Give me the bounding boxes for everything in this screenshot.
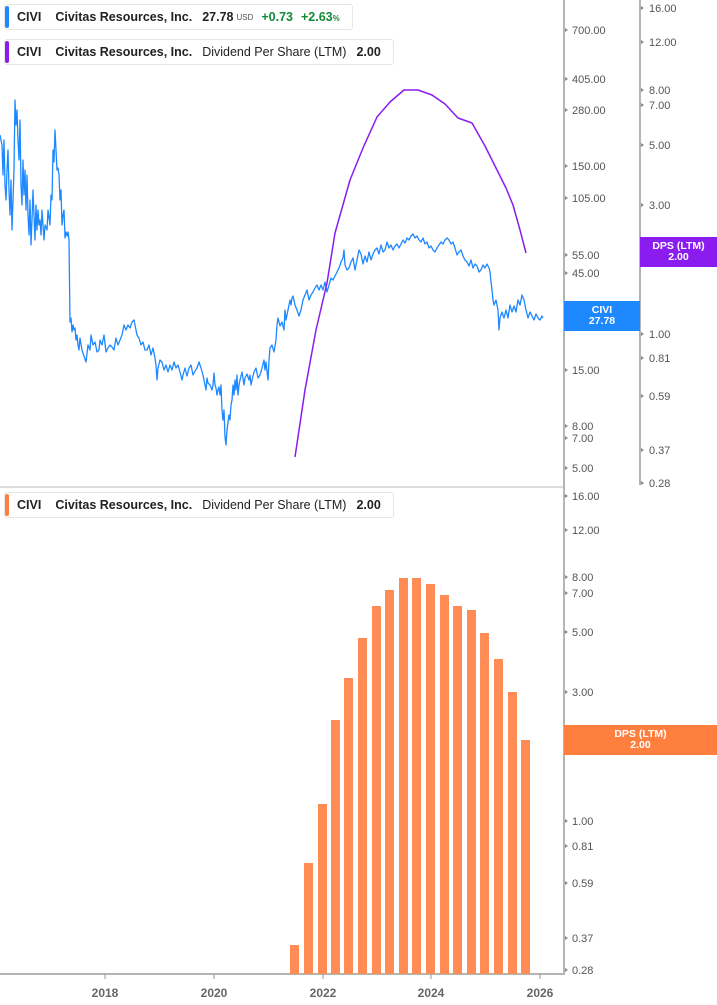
svg-text:405.00: 405.00: [572, 74, 606, 86]
svg-text:8.00: 8.00: [649, 85, 670, 97]
svg-text:3.00: 3.00: [649, 200, 670, 212]
price-tag-value: 27.78: [588, 315, 616, 327]
svg-text:5.00: 5.00: [572, 463, 593, 475]
svg-text:2022: 2022: [310, 986, 337, 1000]
svg-text:0.59: 0.59: [572, 878, 593, 890]
svg-text:2026: 2026: [527, 986, 554, 1000]
svg-text:0.37: 0.37: [572, 933, 593, 945]
dps-line[interactable]: [294, 89, 527, 458]
svg-text:2024: 2024: [418, 986, 445, 1000]
svg-text:5.00: 5.00: [649, 140, 670, 152]
legend-metric: Dividend Per Share (LTM): [202, 45, 347, 59]
svg-text:1.00: 1.00: [649, 329, 670, 341]
legend-price[interactable]: CIVI Civitas Resources, Inc. 27.78 USD +…: [4, 4, 353, 30]
svg-text:7.00: 7.00: [572, 588, 593, 600]
bar[interactable]: [372, 606, 381, 974]
svg-text:45.00: 45.00: [572, 268, 600, 280]
bar[interactable]: [494, 659, 503, 974]
bar[interactable]: [318, 804, 327, 974]
svg-text:3.00: 3.00: [572, 687, 593, 699]
bar[interactable]: [358, 638, 367, 974]
svg-text:16.00: 16.00: [649, 3, 677, 15]
svg-text:280.00: 280.00: [572, 105, 606, 117]
price-tag-label: CIVI: [591, 304, 613, 316]
svg-text:7.00: 7.00: [649, 100, 670, 112]
dps-tag-bottom: DPS (LTM) 2.00: [564, 725, 717, 755]
price-axis-ticks: 700.00 405.00 280.00 150.00 105.00 55.00…: [565, 25, 606, 475]
bar[interactable]: [467, 610, 476, 974]
svg-text:105.00: 105.00: [572, 193, 606, 205]
bottom-axis-ticks: 16.00 12.00 8.00 7.00 5.00 3.00 1.00 0.8…: [565, 491, 600, 977]
dps-tag-label: DPS (LTM): [652, 240, 705, 252]
svg-text:0.28: 0.28: [649, 478, 670, 490]
bar[interactable]: [521, 740, 530, 974]
bar[interactable]: [480, 633, 489, 974]
bar[interactable]: [412, 578, 421, 974]
svg-text:150.00: 150.00: [572, 161, 606, 173]
bar[interactable]: [453, 606, 462, 974]
svg-text:0.37: 0.37: [649, 445, 670, 457]
svg-text:8.00: 8.00: [572, 572, 593, 584]
legend-ticker: CIVI: [17, 45, 42, 59]
price-line[interactable]: [0, 99, 544, 446]
legend-ticker: CIVI: [17, 498, 42, 512]
legend-dps-bottom[interactable]: CIVI Civitas Resources, Inc. Dividend Pe…: [4, 492, 394, 518]
bar[interactable]: [290, 945, 299, 974]
bar[interactable]: [344, 678, 353, 974]
series-color-swatch: [5, 41, 9, 63]
legend-value: 2.00: [356, 45, 381, 59]
svg-text:0.81: 0.81: [572, 841, 593, 853]
series-color-swatch: [5, 494, 9, 516]
svg-text:2020: 2020: [201, 986, 228, 1000]
legend-dps-top[interactable]: CIVI Civitas Resources, Inc. Dividend Pe…: [4, 39, 394, 65]
legend-value: 2.00: [356, 498, 381, 512]
svg-text:55.00: 55.00: [572, 250, 600, 262]
bar[interactable]: [426, 584, 435, 974]
x-axis-ticks: 2018 2020 2022 2024 2026: [92, 974, 554, 1000]
bar[interactable]: [385, 590, 394, 974]
svg-text:700.00: 700.00: [572, 25, 606, 37]
bar[interactable]: [331, 720, 340, 974]
legend-change-pct: +2.63%: [301, 10, 340, 24]
svg-text:2018: 2018: [92, 986, 119, 1000]
bar[interactable]: [304, 863, 313, 974]
svg-text:12.00: 12.00: [649, 37, 677, 49]
legend-price-value: 27.78: [202, 10, 234, 24]
legend-currency: USD: [236, 12, 254, 22]
dps-tag-value: 2.00: [630, 739, 651, 751]
svg-text:0.28: 0.28: [572, 965, 593, 977]
legend-company: Civitas Resources, Inc.: [55, 10, 193, 24]
svg-text:1.00: 1.00: [572, 816, 593, 828]
bar[interactable]: [440, 595, 449, 974]
bar[interactable]: [399, 578, 408, 974]
svg-text:0.59: 0.59: [649, 391, 670, 403]
svg-text:5.00: 5.00: [572, 627, 593, 639]
bar[interactable]: [508, 692, 517, 974]
svg-text:12.00: 12.00: [572, 525, 600, 537]
svg-text:8.00: 8.00: [572, 421, 593, 433]
legend-ticker: CIVI: [17, 10, 42, 24]
legend-metric: Dividend Per Share (LTM): [202, 498, 347, 512]
svg-text:0.81: 0.81: [649, 353, 670, 365]
dps-bars[interactable]: [290, 578, 530, 974]
svg-text:16.00: 16.00: [572, 491, 600, 503]
svg-text:7.00: 7.00: [572, 433, 593, 445]
dps-tag-label: DPS (LTM): [614, 728, 667, 740]
svg-text:15.00: 15.00: [572, 365, 600, 377]
dps-tag-top: DPS (LTM) 2.00: [640, 237, 717, 267]
price-tag: CIVI 27.78: [564, 301, 640, 331]
series-color-swatch: [5, 6, 9, 28]
legend-company: Civitas Resources, Inc.: [55, 45, 193, 59]
dps-axis-ticks-top: 16.00 12.00 8.00 7.00 5.00 3.00 1.00 0.8…: [641, 3, 677, 490]
legend-change: +0.73: [261, 10, 293, 24]
dps-tag-value: 2.00: [668, 251, 689, 263]
legend-company: Civitas Resources, Inc.: [55, 498, 193, 512]
